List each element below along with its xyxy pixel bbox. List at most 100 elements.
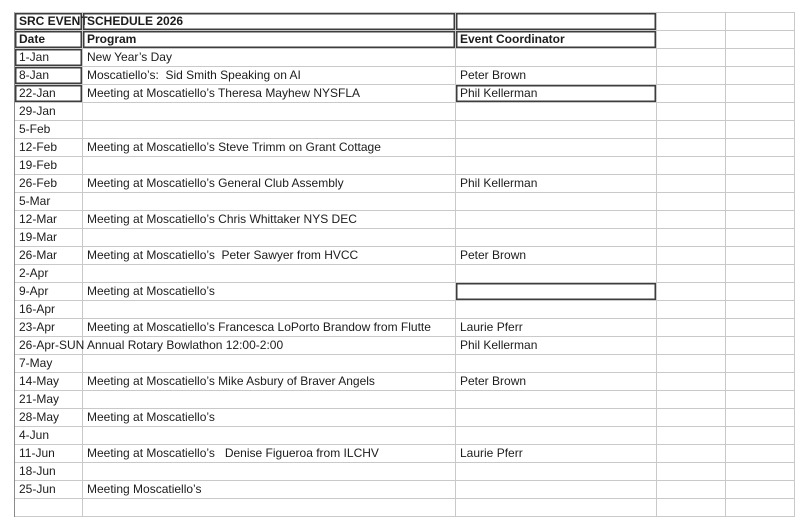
cell-extra-2[interactable] bbox=[726, 283, 795, 301]
cell-program[interactable]: Meeting at Moscatiello’s Theresa Mayhew … bbox=[83, 85, 456, 103]
cell-date[interactable]: 11-Jun bbox=[15, 445, 83, 463]
cell-coordinator[interactable]: Peter Brown bbox=[456, 67, 657, 85]
cell-coordinator[interactable] bbox=[456, 139, 657, 157]
cell-extra-2[interactable] bbox=[726, 337, 795, 355]
cell-coordinator[interactable]: Peter Brown bbox=[456, 247, 657, 265]
cell-program[interactable] bbox=[83, 355, 456, 373]
cell-program[interactable] bbox=[83, 121, 456, 139]
cell-extra-1[interactable] bbox=[657, 481, 726, 499]
cell-extra-1[interactable] bbox=[657, 463, 726, 481]
cell-date[interactable]: 8-Jan bbox=[15, 67, 83, 85]
cell-extra-1[interactable] bbox=[657, 193, 726, 211]
cell-coordinator[interactable]: Phil Kellerman bbox=[456, 175, 657, 193]
cell-date[interactable]: 25-Jun bbox=[15, 481, 83, 499]
cell-date[interactable]: 26-Apr-SUN bbox=[15, 337, 84, 355]
cell-program[interactable]: Meeting at Moscatiello’s bbox=[83, 409, 456, 427]
cell-extra-1[interactable] bbox=[657, 355, 726, 373]
cell-coordinator[interactable]: Peter Brown bbox=[456, 373, 657, 391]
cell-date[interactable]: 23-Apr bbox=[15, 319, 83, 337]
cell-program[interactable] bbox=[83, 103, 456, 121]
cell-program[interactable] bbox=[83, 301, 456, 319]
cell-program[interactable] bbox=[83, 229, 456, 247]
cell-extra-2[interactable] bbox=[726, 499, 795, 517]
cell-date[interactable]: 7-May bbox=[15, 355, 83, 373]
cell-coordinator[interactable] bbox=[456, 301, 657, 319]
cell-extra-1[interactable] bbox=[657, 265, 726, 283]
cell-coordinator[interactable] bbox=[456, 427, 657, 445]
cell-date[interactable]: 18-Jun bbox=[15, 463, 83, 481]
cell-program[interactable]: Meeting at Moscatiello’s Denise Figueroa… bbox=[83, 445, 456, 463]
cell-extra-1[interactable] bbox=[657, 211, 726, 229]
cell-program[interactable]: New Year’s Day bbox=[83, 49, 456, 67]
cell-coordinator[interactable] bbox=[456, 283, 657, 301]
cell-extra-1[interactable] bbox=[657, 247, 726, 265]
cell-extra-1[interactable] bbox=[657, 103, 726, 121]
cell-extra-2[interactable] bbox=[726, 373, 795, 391]
cell-extra-1[interactable] bbox=[657, 445, 726, 463]
cell-coordinator[interactable] bbox=[456, 157, 657, 175]
cell-program[interactable] bbox=[83, 499, 456, 517]
cell-extra-2[interactable] bbox=[726, 211, 795, 229]
cell-program[interactable] bbox=[83, 391, 456, 409]
cell-date[interactable]: 2-Apr bbox=[15, 265, 83, 283]
cell-date[interactable]: 5-Feb bbox=[15, 121, 83, 139]
cell-extra-1[interactable] bbox=[657, 373, 726, 391]
cell-extra-2[interactable] bbox=[726, 427, 795, 445]
cell-program[interactable]: Meeting at Moscatiello’s bbox=[83, 283, 456, 301]
cell-coordinator[interactable] bbox=[456, 391, 657, 409]
cell-extra-2[interactable] bbox=[726, 193, 795, 211]
cell-coordinator[interactable]: Phil Kellerman bbox=[456, 85, 657, 103]
cell-extra-1[interactable] bbox=[657, 337, 726, 355]
cell-coordinator[interactable] bbox=[456, 265, 657, 283]
cell-coordinator[interactable]: Laurie Pferr bbox=[456, 319, 657, 337]
cell-program[interactable] bbox=[83, 463, 456, 481]
cell-program[interactable]: Meeting at Moscatiello’s Mike Asbury of … bbox=[83, 373, 456, 391]
cell-extra-1[interactable] bbox=[657, 31, 726, 49]
cell-extra-1[interactable] bbox=[657, 49, 726, 67]
cell-extra-1[interactable] bbox=[657, 121, 726, 139]
cell-extra-2[interactable] bbox=[726, 463, 795, 481]
cell-extra-2[interactable] bbox=[726, 409, 795, 427]
cell-coordinator[interactable] bbox=[456, 103, 657, 121]
cell-extra-2[interactable] bbox=[726, 481, 795, 499]
column-header-program[interactable]: Program bbox=[83, 31, 456, 49]
cell-coordinator[interactable] bbox=[456, 229, 657, 247]
cell-extra-1[interactable] bbox=[657, 139, 726, 157]
cell-extra-1[interactable] bbox=[657, 499, 726, 517]
cell-coordinator[interactable] bbox=[456, 211, 657, 229]
cell-extra-2[interactable] bbox=[726, 265, 795, 283]
cell-extra-2[interactable] bbox=[726, 85, 795, 103]
cell-program[interactable]: Meeting at Moscatiello’s Peter Sawyer fr… bbox=[83, 247, 456, 265]
cell-extra-2[interactable] bbox=[726, 355, 795, 373]
cell-extra-2[interactable] bbox=[726, 31, 795, 49]
cell-program[interactable]: Moscatiello’s: Sid Smith Speaking on AI bbox=[83, 67, 456, 85]
cell-coordinator[interactable] bbox=[456, 499, 657, 517]
cell-date[interactable]: 19-Mar bbox=[15, 229, 83, 247]
cell-title-right-empty[interactable] bbox=[456, 13, 657, 31]
cell-extra-2[interactable] bbox=[726, 445, 795, 463]
cell-date[interactable]: 4-Jun bbox=[15, 427, 83, 445]
cell-date[interactable]: 29-Jan bbox=[15, 103, 83, 121]
cell-date[interactable]: 9-Apr bbox=[15, 283, 83, 301]
cell-extra-2[interactable] bbox=[726, 157, 795, 175]
cell-date[interactable]: 1-Jan bbox=[15, 49, 83, 67]
cell-date[interactable]: 26-Mar bbox=[15, 247, 83, 265]
cell-date[interactable]: 12-Feb bbox=[15, 139, 83, 157]
cell-extra-2[interactable] bbox=[726, 391, 795, 409]
cell-coordinator[interactable] bbox=[456, 409, 657, 427]
cell-date[interactable] bbox=[15, 499, 83, 517]
cell-extra-2[interactable] bbox=[726, 175, 795, 193]
cell-coordinator[interactable] bbox=[456, 193, 657, 211]
cell-extra-1[interactable] bbox=[657, 427, 726, 445]
cell-date[interactable]: 5-Mar bbox=[15, 193, 83, 211]
column-header-date[interactable]: Date bbox=[15, 31, 83, 49]
cell-extra-2[interactable] bbox=[726, 49, 795, 67]
cell-extra-1[interactable] bbox=[657, 157, 726, 175]
cell-coordinator[interactable] bbox=[456, 481, 657, 499]
cell-program[interactable]: Annual Rotary Bowlathon 12:00-2:00 bbox=[83, 337, 456, 355]
cell-extra-1[interactable] bbox=[657, 283, 726, 301]
cell-coordinator[interactable] bbox=[456, 121, 657, 139]
cell-date[interactable]: 22-Jan bbox=[15, 85, 83, 103]
cell-extra-1[interactable] bbox=[657, 67, 726, 85]
cell-coordinator[interactable]: Phil Kellerman bbox=[456, 337, 657, 355]
